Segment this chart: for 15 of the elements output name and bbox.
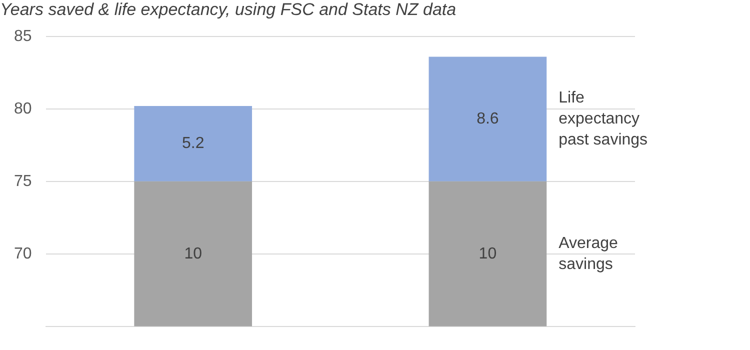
series-label: Life expectancy past savings xyxy=(558,89,648,148)
bar xyxy=(134,181,252,326)
data-label: 10 xyxy=(478,245,497,262)
series-label: Average savings xyxy=(558,234,618,273)
data-label: 8.6 xyxy=(476,110,499,128)
y-tick-label: 85 xyxy=(14,28,32,45)
data-label: 10 xyxy=(184,245,202,262)
y-tick-label: 80 xyxy=(14,100,32,118)
chart-title: Years saved & life expectancy, using FSC and Stats NZ data xyxy=(0,0,456,19)
data-label: 5.2 xyxy=(182,135,204,152)
bar xyxy=(428,181,547,326)
y-tick-label: 75 xyxy=(14,172,32,190)
bar xyxy=(428,56,547,182)
bar xyxy=(134,106,252,182)
y-tick-label: 70 xyxy=(14,245,32,262)
